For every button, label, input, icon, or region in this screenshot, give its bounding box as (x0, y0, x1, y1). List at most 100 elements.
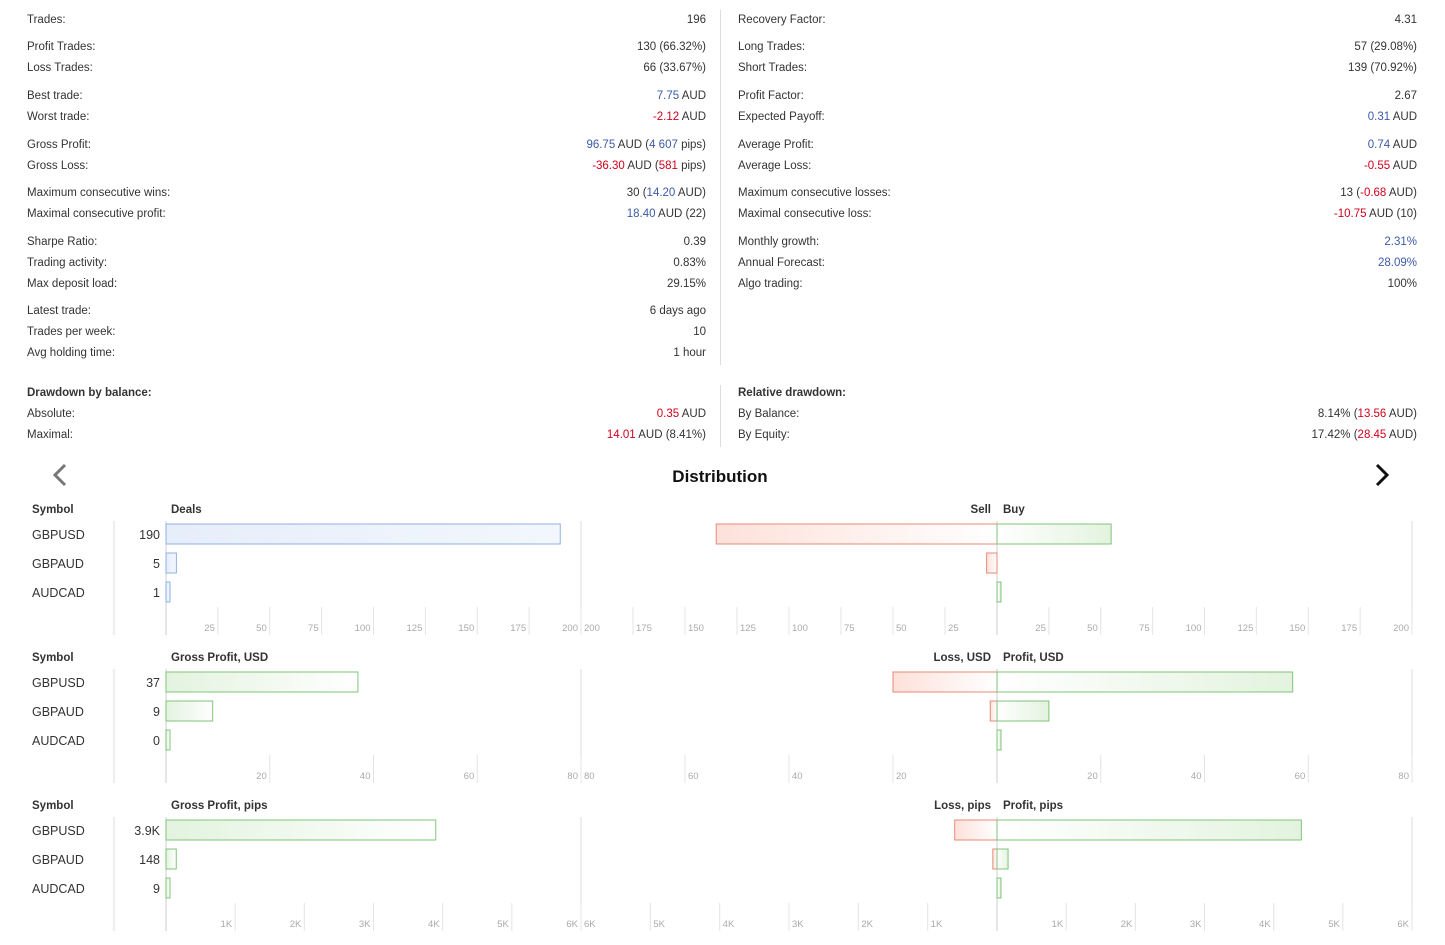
left-chart-title: Gross Profit, pips (171, 800, 268, 812)
stat-label: Long Trades: (738, 41, 806, 53)
statistics-panel: Trades: 196 Profit Trades: 130 (66.32%) Loss… (0, 0, 1445, 460)
left-bar (165, 581, 171, 603)
stat-label: Latest trade: (27, 305, 91, 317)
neg-series-title: Loss, USD (933, 652, 991, 664)
tick-label: 75 (844, 623, 855, 634)
tick-label: 80 (1398, 771, 1409, 782)
symbol-label: AUDCAD (32, 586, 85, 600)
symbol-header: Symbol (32, 504, 74, 516)
stat-row: Relative drawdown: (738, 384, 1417, 402)
stat-row: Sharpe Ratio: 0.39 (27, 233, 706, 251)
left-chart-title: Deals (171, 504, 202, 516)
tick-label: 125 (740, 623, 756, 634)
stat-label: By Balance: (738, 408, 800, 420)
tick-label: 150 (458, 623, 474, 634)
stat-label: Average Loss: (738, 160, 812, 172)
stat-value: 96.75 AUD (4 607 pips) (586, 139, 706, 151)
tick-label: 40 (1191, 771, 1202, 782)
symbol-label: GBPAUD (32, 853, 84, 867)
value-label: 5 (153, 557, 160, 571)
left-bar (165, 848, 177, 870)
stat-row: Worst trade: -2.12 AUD (27, 108, 706, 126)
stat-value: 4.31 (1394, 14, 1417, 26)
stat-value: 0.39 (683, 236, 706, 248)
pos-bar (996, 877, 1002, 899)
stat-value: 66 (33.67%) (643, 62, 706, 74)
stat-row: Maximal consecutive loss: -10.75 AUD (10) (738, 205, 1417, 223)
pos-series-title: Profit, pips (1003, 800, 1063, 812)
tick-label: 20 (1087, 771, 1098, 782)
stat-label: Best trade: (27, 90, 83, 102)
stat-value: 8.14% (13.56 AUD) (1317, 408, 1417, 420)
tick-label: 75 (308, 623, 319, 634)
stat-value: -36.30 AUD (581 pips) (592, 160, 706, 172)
stat-row: Gross Loss: -36.30 AUD (581 pips) (27, 157, 706, 175)
stat-label: Maximal consecutive profit: (27, 208, 166, 220)
stat-row: Maximum consecutive wins: 30 (14.20 AUD) (27, 184, 706, 202)
stat-row: Maximum consecutive losses: 13 (-0.68 AUD… (738, 184, 1417, 202)
pos-bar (996, 848, 1009, 870)
neg-bar (989, 700, 998, 722)
tick-label: 100 (792, 623, 808, 634)
pos-bar (996, 700, 1050, 722)
value-label: 9 (153, 882, 160, 896)
value-label: 1 (153, 586, 160, 600)
stat-label: Expected Payoff: (738, 111, 825, 123)
stat-value: 29.15% (666, 278, 706, 290)
stat-row: Maximal: 14.01 AUD (8.41%) (27, 426, 706, 444)
tick-label: 3K (792, 919, 804, 930)
stat-value: 196 (686, 14, 706, 26)
tick-label: 125 (1238, 623, 1254, 634)
stat-value: 28.09% (1377, 257, 1417, 269)
tick-label: 4K (723, 919, 735, 930)
stat-row: Short Trades: 139 (70.92%) (738, 59, 1417, 77)
tick-label: 200 (584, 623, 600, 634)
stat-value: 30 (14.20 AUD) (626, 187, 706, 199)
stat-row: Gross Profit: 96.75 AUD (4 607 pips) (27, 136, 706, 154)
next-chart-button[interactable] (1366, 460, 1396, 490)
pos-bar (996, 523, 1112, 545)
tick-label: 1K (1052, 919, 1064, 930)
stat-value: 130 (66.32%) (636, 41, 706, 53)
symbol-header: Symbol (32, 652, 74, 664)
neg-bar (954, 819, 998, 841)
stat-value: 17.42% (28.45 AUD) (1311, 429, 1417, 441)
tick-label: 2K (290, 919, 302, 930)
tick-label: 40 (360, 771, 371, 782)
stat-label: Max deposit load: (27, 278, 118, 290)
symbol-label: AUDCAD (32, 882, 85, 896)
stat-row: Loss Trades: 66 (33.67%) (27, 59, 706, 77)
stat-label: Absolute: (27, 408, 75, 420)
tick-label: 1K (931, 919, 943, 930)
stat-value: -0.55 AUD (1363, 160, 1417, 172)
stat-label: Algo trading: (738, 278, 803, 290)
stat-value: 139 (70.92%) (1347, 62, 1417, 74)
stat-label: Gross Profit: (27, 139, 91, 151)
stat-row: Recovery Factor: 4.31 (738, 11, 1417, 29)
stat-label: Maximal consecutive loss: (738, 208, 872, 220)
stat-row: Drawdown by balance: (27, 384, 706, 402)
stat-label: Maximum consecutive wins: (27, 187, 171, 199)
left-bar (165, 671, 359, 693)
stat-label: Trades per week: (27, 326, 116, 338)
stat-value: 10 (693, 326, 706, 338)
value-label: 9 (153, 705, 160, 719)
stat-row: Profit Factor: 2.67 (738, 87, 1417, 105)
prev-chart-button[interactable] (46, 460, 76, 490)
chevron-left-icon (52, 463, 67, 487)
stat-row: Max deposit load: 29.15% (27, 275, 706, 293)
stat-label: Short Trades: (738, 62, 808, 74)
stat-label: Recovery Factor: (738, 14, 826, 26)
stat-label: Drawdown by balance: (27, 387, 152, 399)
tick-label: 60 (1295, 771, 1306, 782)
tick-label: 4K (428, 919, 440, 930)
tick-label: 5K (1328, 919, 1340, 930)
stat-value: 18.40 AUD (22) (626, 208, 706, 220)
left-bar (165, 877, 171, 899)
value-label: 37 (146, 676, 160, 690)
stat-value: 0.31 AUD (1367, 111, 1417, 123)
stat-label: Maximum consecutive losses: (738, 187, 891, 199)
stat-value: 2.67 (1394, 90, 1417, 102)
stat-row: Average Loss: -0.55 AUD (738, 157, 1417, 175)
